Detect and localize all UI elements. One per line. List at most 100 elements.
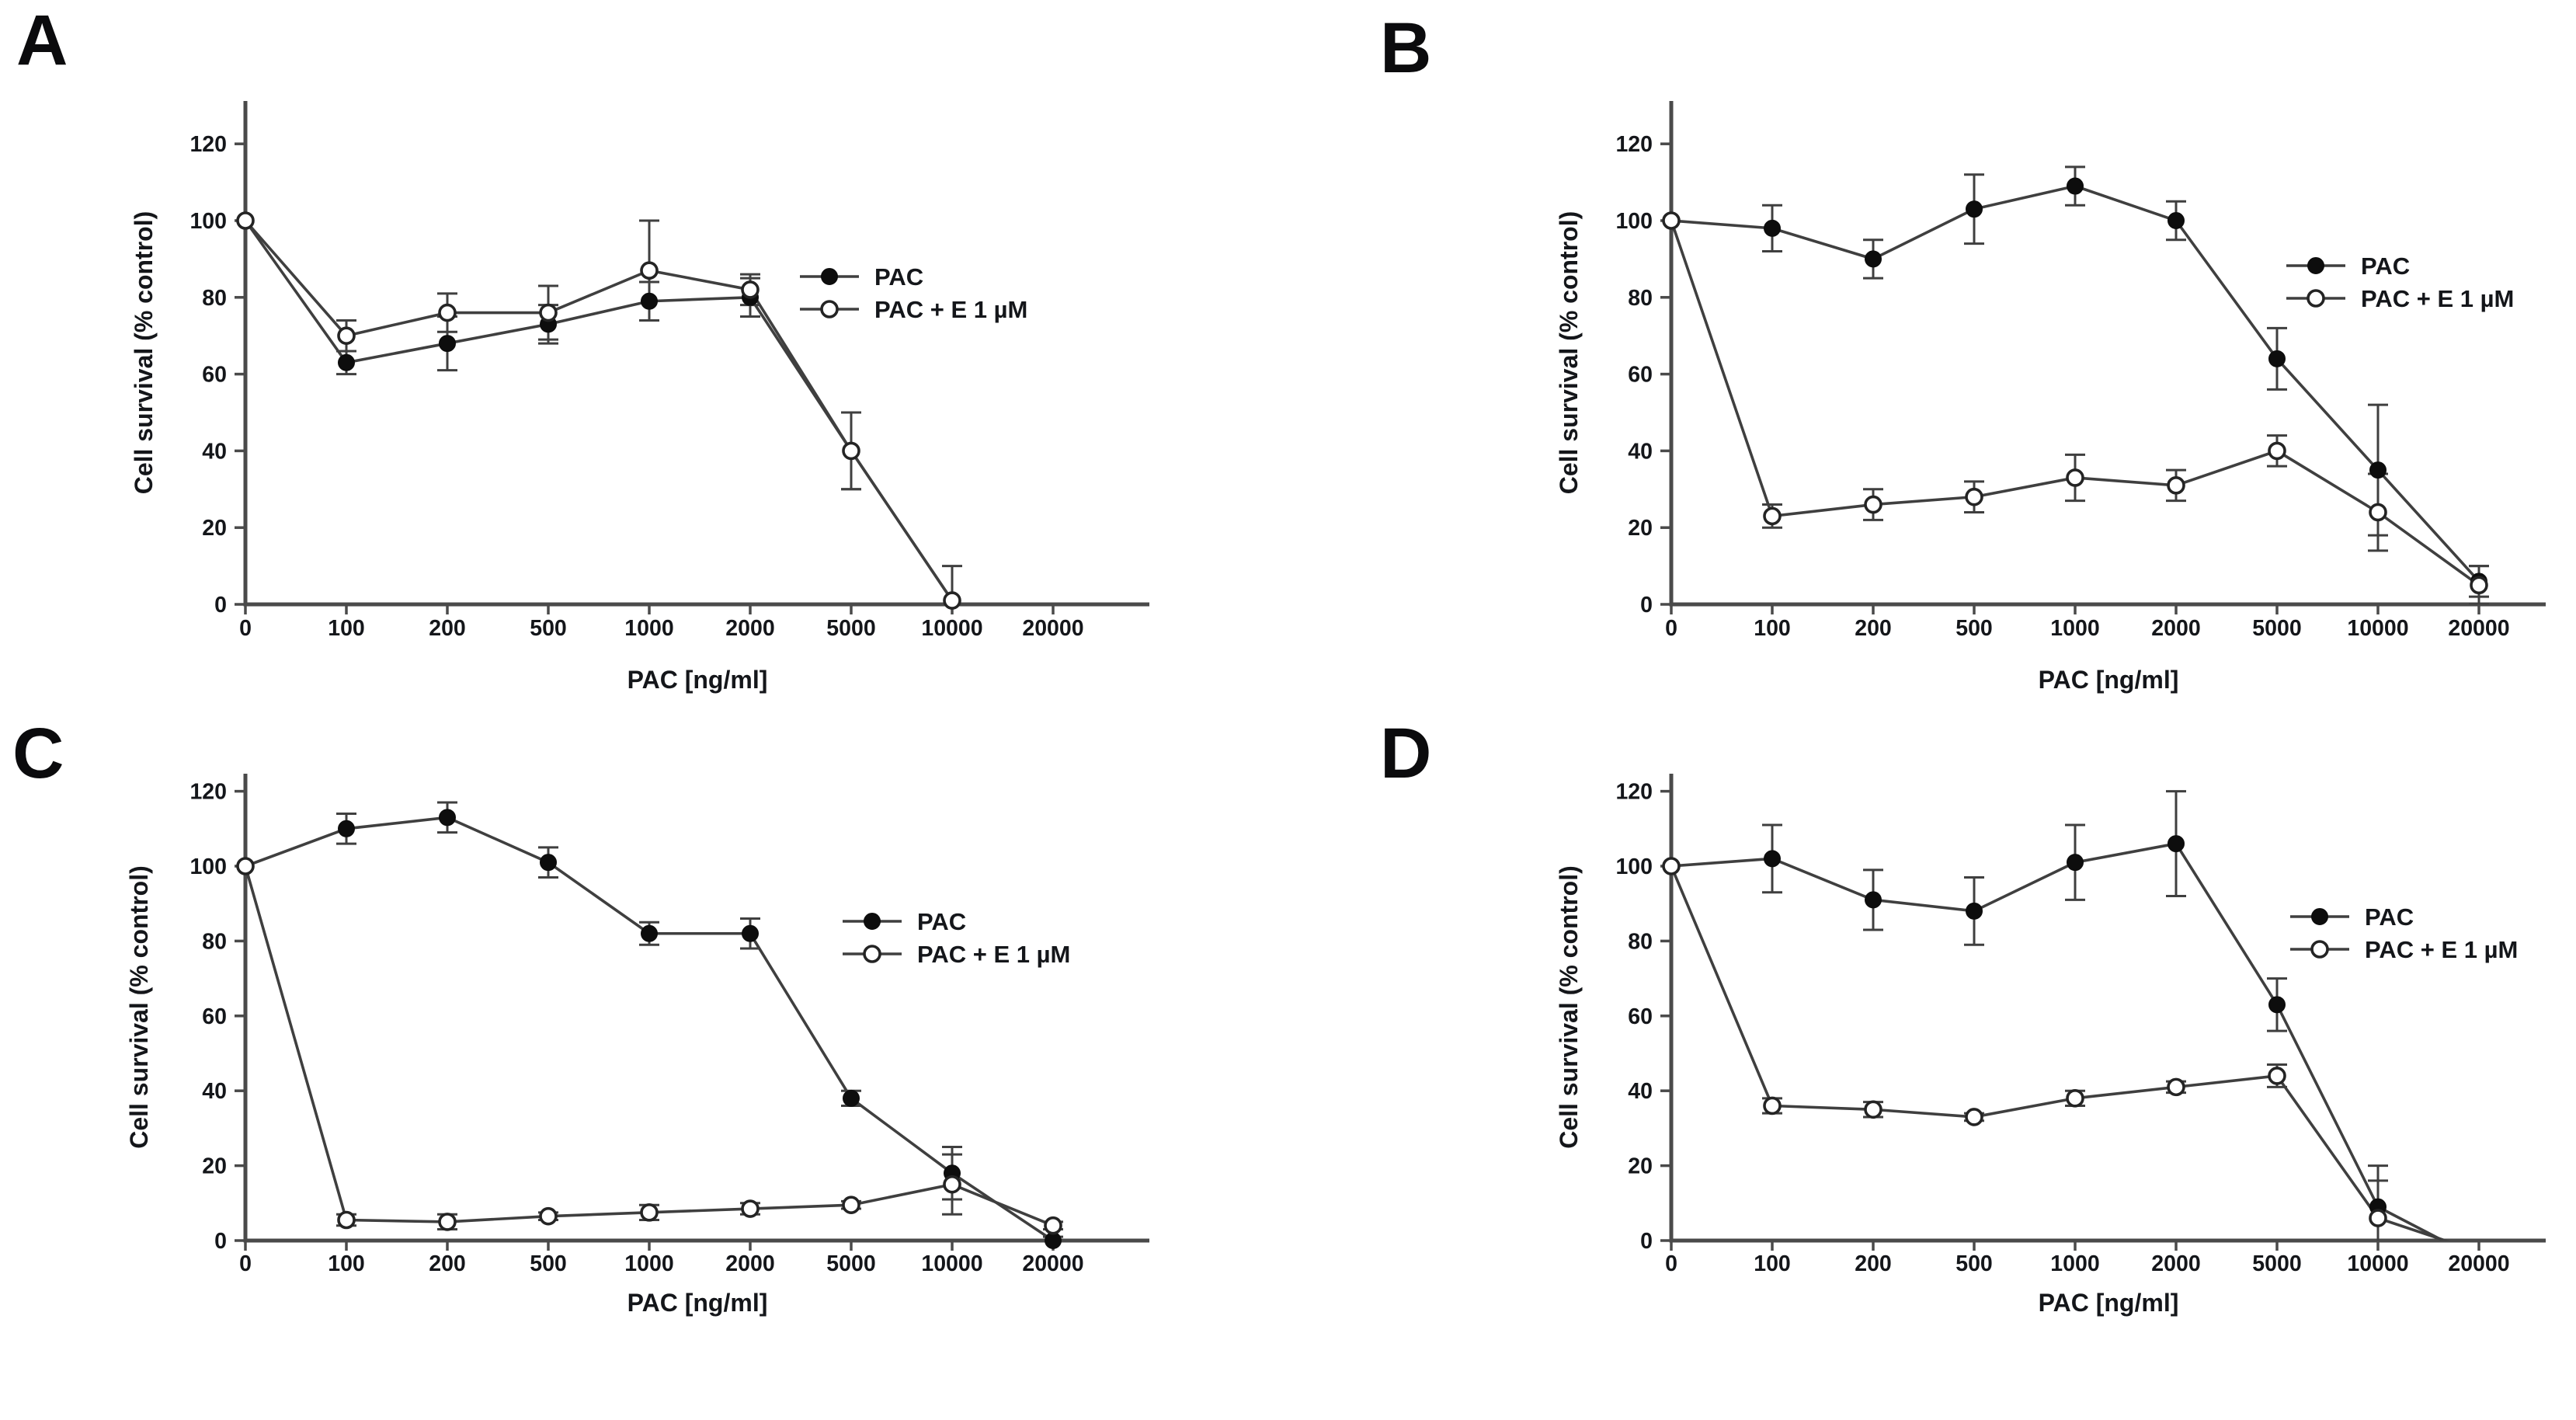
y-axis-title: Cell survival (% control) (1555, 865, 1583, 1149)
x-tick-label: 5000 (826, 616, 875, 641)
plot-area (1670, 165, 2489, 604)
open-circle-marker (539, 1206, 558, 1226)
series-markers-pac-e (1662, 857, 2387, 1227)
x-tick-label: 0 (1665, 1251, 1677, 1276)
open-circle-marker (337, 1210, 356, 1230)
filled-circle-marker (2168, 835, 2185, 853)
filled-circle-marker (2067, 177, 2084, 195)
series-markers-pac (1663, 177, 2487, 590)
series-markers-pac-e (1662, 211, 2488, 595)
open-circle-marker (943, 591, 961, 610)
tick-marks (1660, 142, 2480, 614)
x-tick-label: 20000 (1022, 1251, 1083, 1276)
panel-c-letter: C (12, 714, 64, 793)
legend: PAC PAC + E 1 µM (843, 908, 1070, 968)
open-circle-marker (2369, 503, 2387, 522)
panel-d-letter: D (1380, 714, 1432, 793)
open-circle-marker (337, 326, 356, 346)
legend-label: PAC (917, 908, 966, 935)
x-tick-label: 2000 (2151, 1251, 2200, 1276)
plot-area (244, 219, 962, 604)
open-circle-marker (2268, 441, 2286, 461)
panel-a: A 0 20 40 60 80 100 120 0 100 200 500 1000 2000 5000 1… (0, 0, 1288, 694)
x-tick-label: 200 (429, 616, 466, 641)
x-tick-label: 200 (429, 1251, 466, 1276)
chart-panel-b: 0 20 40 60 80 100 120 0 100 200 500 1000 2000 5000 100… (1555, 101, 2546, 694)
open-circle-marker (2066, 1089, 2084, 1108)
axes (243, 101, 1149, 607)
y-tick-label: 20 (1628, 1154, 1653, 1179)
open-circle-marker (1763, 506, 1782, 526)
chart-panel-d: 0 20 40 60 80 100 120 0 100 200 500 1000 2000 5000 100… (1555, 774, 2546, 1317)
y-tick-label: 120 (189, 780, 227, 805)
x-tick-label: 0 (239, 616, 252, 641)
y-tick-label: 120 (1615, 780, 1653, 805)
four-panel-survival-figure: A 0 20 40 60 80 100 120 0 100 200 500 1000 2000 5000 1… (0, 0, 2576, 1317)
y-tick-label: 120 (1615, 132, 1653, 157)
legend-label: PAC (2365, 903, 2414, 931)
x-tick-label: 100 (328, 1251, 365, 1276)
filled-circle-marker (2268, 350, 2286, 367)
filled-circle-marker (1045, 1232, 1062, 1249)
open-circle-marker (1662, 211, 1681, 230)
open-circle-marker (842, 441, 860, 461)
open-circle-marker (741, 1199, 760, 1218)
series-line-pac-e (1670, 220, 2480, 586)
panel-b-letter: B (1380, 9, 1432, 88)
x-tick-label: 20000 (2448, 616, 2509, 641)
y-tick-label: 100 (189, 209, 227, 234)
filled-circle-marker (2311, 908, 2328, 925)
y-tick-label: 100 (1615, 209, 1653, 234)
x-axis-title: PAC [ng/ml] (627, 666, 768, 694)
filled-circle-marker (2307, 257, 2324, 274)
open-circle-marker (640, 261, 659, 280)
series-line-pac (245, 816, 1054, 1241)
y-tick-label: 0 (1640, 1229, 1653, 1254)
chart-panel-c: 0 20 40 60 80 100 120 0 100 200 500 1000 2000 5000 100… (125, 774, 1149, 1317)
x-tick-label: 2000 (2151, 616, 2200, 641)
legend-label: PAC (874, 263, 923, 291)
x-tick-label: 10000 (2347, 1251, 2408, 1276)
y-tick-label: 40 (1628, 1079, 1653, 1104)
x-tick-label: 100 (328, 616, 365, 641)
x-axis-title: PAC [ng/ml] (627, 1289, 768, 1317)
x-tick-label: 5000 (826, 1251, 875, 1276)
error-bars (336, 277, 861, 491)
y-tick-label: 60 (202, 1004, 227, 1029)
legend-label: PAC (2361, 252, 2410, 280)
series-line-pac (1670, 184, 2480, 583)
x-tick-label: 10000 (921, 1251, 982, 1276)
y-tick-label: 100 (189, 854, 227, 879)
filled-circle-marker (540, 854, 557, 872)
filled-circle-marker (641, 924, 658, 942)
open-circle-marker (1965, 1108, 1983, 1126)
legend: PAC PAC + E 1 µM (800, 263, 1027, 323)
tick-marks (235, 789, 1055, 1251)
filled-circle-marker (439, 809, 456, 827)
error-bars (1762, 165, 2489, 598)
open-circle-marker (1965, 487, 1983, 506)
legend-label: PAC + E 1 µM (874, 296, 1027, 323)
open-circle-marker (2310, 940, 2329, 959)
open-circle-marker (842, 1196, 860, 1215)
filled-circle-marker (742, 924, 759, 942)
legend-label: PAC + E 1 µM (917, 941, 1070, 968)
x-tick-label: 10000 (2347, 616, 2408, 641)
series-line-pac-e (1670, 865, 2450, 1241)
x-tick-label: 1000 (2050, 1251, 2099, 1276)
x-tick-label: 500 (530, 616, 567, 641)
filled-circle-marker (2369, 461, 2387, 479)
open-circle-marker (820, 300, 839, 318)
y-tick-label: 60 (1628, 363, 1653, 388)
x-tick-label: 500 (1955, 616, 1993, 641)
panel-b: B 0 20 40 60 80 100 120 0 100 200 500 1000 2000 5000 1… (1288, 0, 2576, 694)
open-circle-marker (1864, 495, 1882, 514)
filled-circle-marker (843, 1089, 860, 1107)
x-tick-label: 100 (1754, 1251, 1791, 1276)
filled-circle-marker (1764, 219, 1781, 237)
series-markers-pac-e (236, 211, 961, 610)
y-axis-title: Cell survival (% control) (125, 865, 153, 1149)
legend: PAC PAC + E 1 µM (2286, 252, 2514, 312)
open-circle-marker (2369, 1209, 2387, 1227)
x-tick-label: 20000 (1022, 616, 1083, 641)
